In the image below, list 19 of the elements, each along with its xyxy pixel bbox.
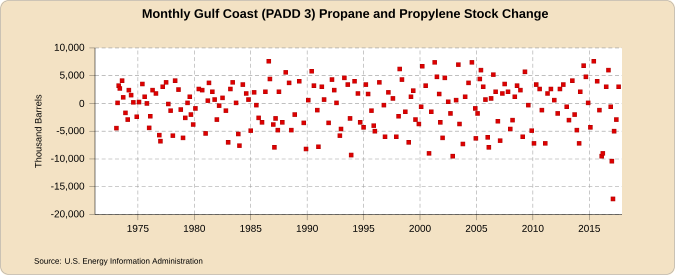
y-tick-label: -20,000 (51, 210, 84, 219)
x-tick-label: 1980 (184, 224, 206, 232)
y-tick-label: -10,000 (51, 154, 84, 164)
x-tick-label: 2010 (522, 224, 544, 232)
x-tick-label: 1990 (296, 224, 318, 232)
y-tick-label: 0 (79, 100, 84, 107)
x-tick-label: 2005 (466, 224, 488, 232)
x-tick-label: 2000 (409, 224, 431, 232)
x-tick-label: 1995 (353, 224, 374, 232)
y-tick-label: -5,000 (56, 127, 84, 136)
x-tick-label: 2015 (578, 224, 600, 232)
y-tick-label: -15,000 (51, 182, 84, 191)
x-tick-label: 1985 (240, 224, 262, 232)
y-tick-label: 10,000 (54, 44, 84, 52)
y-tick-label: 5,000 (60, 72, 84, 80)
source-note: Source: U.S. Energy Information Administration (34, 258, 202, 266)
chart-title: Monthly Gulf Coast (PADD 3) Propane and Propylene Stock Change (142, 8, 548, 21)
y-axis-title: Thousand Barrels (34, 94, 42, 168)
x-tick-label: 1975 (128, 224, 149, 232)
